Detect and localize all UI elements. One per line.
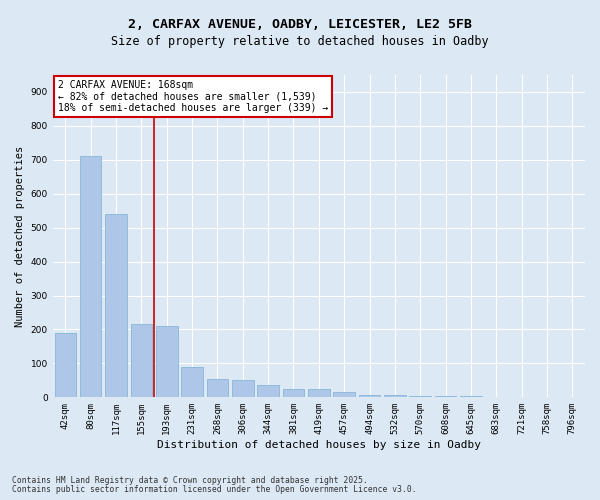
Y-axis label: Number of detached properties: Number of detached properties (15, 146, 25, 327)
Text: 2, CARFAX AVENUE, OADBY, LEICESTER, LE2 5FB: 2, CARFAX AVENUE, OADBY, LEICESTER, LE2 … (128, 18, 472, 30)
Bar (257, 386, 279, 398)
Bar (359, 394, 380, 398)
Bar (232, 380, 254, 398)
Bar (206, 378, 228, 398)
Bar (485, 396, 507, 398)
Text: Contains HM Land Registry data © Crown copyright and database right 2025.: Contains HM Land Registry data © Crown c… (12, 476, 368, 485)
X-axis label: Distribution of detached houses by size in Oadby: Distribution of detached houses by size … (157, 440, 481, 450)
Bar (80, 156, 101, 398)
Bar (460, 396, 482, 398)
Bar (156, 326, 178, 398)
Bar (181, 367, 203, 398)
Bar (511, 396, 532, 398)
Bar (435, 396, 457, 398)
Text: Contains public sector information licensed under the Open Government Licence v3: Contains public sector information licen… (12, 485, 416, 494)
Bar (308, 389, 329, 398)
Bar (334, 392, 355, 398)
Bar (562, 396, 583, 398)
Bar (131, 324, 152, 398)
Bar (105, 214, 127, 398)
Bar (409, 396, 431, 398)
Bar (55, 333, 76, 398)
Text: Size of property relative to detached houses in Oadby: Size of property relative to detached ho… (111, 35, 489, 48)
Bar (283, 389, 304, 398)
Bar (384, 394, 406, 398)
Text: 2 CARFAX AVENUE: 168sqm
← 82% of detached houses are smaller (1,539)
18% of semi: 2 CARFAX AVENUE: 168sqm ← 82% of detache… (58, 80, 328, 113)
